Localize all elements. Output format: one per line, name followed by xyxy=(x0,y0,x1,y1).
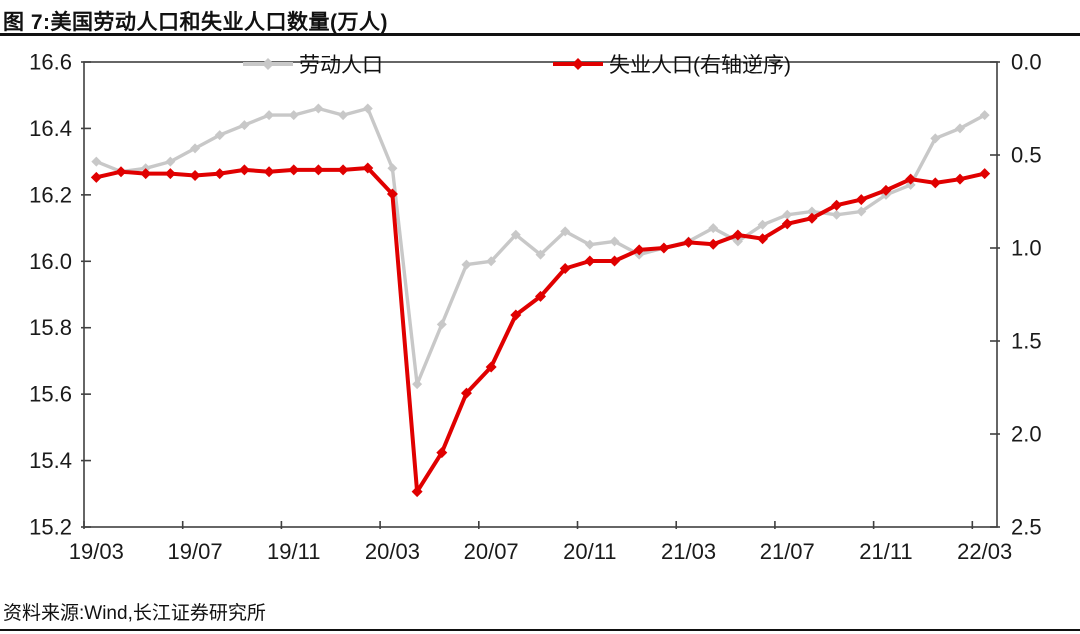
x-axis-label: 20/07 xyxy=(464,539,519,564)
left-axis-label: 15.6 xyxy=(29,382,72,407)
x-axis-label: 21/11 xyxy=(859,539,912,564)
x-axis-label: 20/03 xyxy=(365,539,420,564)
legend-label: 劳动人口 xyxy=(299,54,383,77)
bottom-rule xyxy=(0,629,1080,631)
right-axis-label: 1.0 xyxy=(1011,236,1042,261)
labor-force-line xyxy=(94,106,987,386)
unemployed-line xyxy=(94,166,987,494)
right-axis-label: 2.5 xyxy=(1011,515,1042,540)
left-axis-label: 15.8 xyxy=(29,315,72,340)
source-note: 资料来源:Wind,长江证券研究所 xyxy=(3,603,266,624)
x-axis-label: 20/11 xyxy=(563,539,616,564)
legend-marker xyxy=(262,58,274,70)
line-chart-canvas: 16.6 16.4 16.2 16.0 15.8 15.6 15.4 15.2 0.0 0.5 1.… xyxy=(29,50,1042,565)
right-axis-label: 2.0 xyxy=(1011,422,1042,447)
left-axis-label: 15.2 xyxy=(29,515,72,540)
x-axis-label: 22/03 xyxy=(957,539,1012,564)
legend-item-unemployed: 失业人口(右轴逆序) xyxy=(553,54,791,77)
left-axis-label: 16.4 xyxy=(29,116,72,141)
right-axis-label: 1.5 xyxy=(1011,329,1042,354)
x-axis-label: 21/07 xyxy=(760,539,815,564)
plot-border xyxy=(83,61,998,528)
legend-item-labor-force: 劳动人口 xyxy=(243,54,383,77)
left-axis-label: 16.6 xyxy=(29,50,72,75)
x-axis-label: 19/11 xyxy=(267,539,320,564)
right-axis-label: 0.5 xyxy=(1011,143,1042,168)
labor-force-markers xyxy=(91,103,990,390)
legend-marker xyxy=(572,58,584,70)
right-axis-label: 0.0 xyxy=(1011,50,1042,75)
left-axis-label: 16.0 xyxy=(29,249,72,274)
left-axis-label: 16.2 xyxy=(29,182,72,207)
left-axis-label: 15.4 xyxy=(29,448,72,473)
figure-title: 图 7:美国劳动人口和失业人口数量(万人) xyxy=(3,11,388,34)
x-axis-label: 19/07 xyxy=(168,539,223,564)
title-underline xyxy=(0,33,1080,36)
x-axis-label: 21/03 xyxy=(661,539,716,564)
legend-label: 失业人口(右轴逆序) xyxy=(609,54,791,77)
x-axis-label: 19/03 xyxy=(69,539,124,564)
